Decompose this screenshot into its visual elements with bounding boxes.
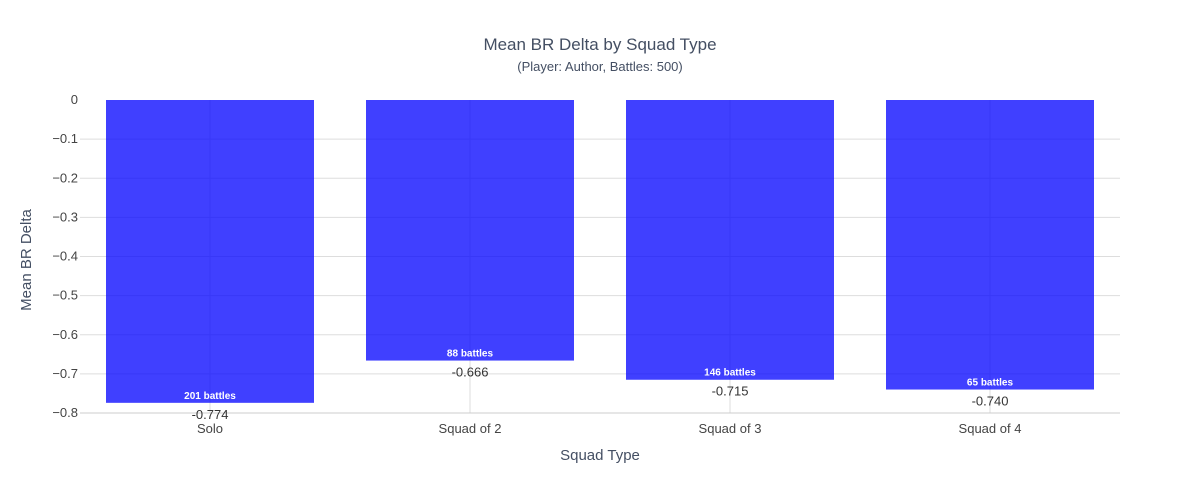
chart-subtitle: (Player: Author, Battles: 500) [517, 59, 682, 74]
y-tick-label: −0.5 [52, 288, 78, 303]
bar-count-label: 88 battles [447, 349, 494, 360]
x-axis-ticks: Solo Squad of 2 Squad of 3 Squad of 4 [197, 421, 1021, 436]
x-tick-label: Squad of 4 [959, 421, 1022, 436]
y-tick-label: 0 [71, 92, 78, 107]
x-tick-label: Squad of 3 [699, 421, 762, 436]
bar-value-label: -0.666 [452, 365, 489, 380]
bar-count-label: 65 battles [967, 378, 1014, 389]
y-axis-title: Mean BR Delta [18, 208, 35, 310]
bar-count-label: 146 battles [704, 368, 756, 379]
bar-value-label: -0.715 [712, 384, 749, 399]
bar [106, 100, 314, 403]
y-tick-label: −0.3 [52, 209, 78, 224]
y-tick-label: −0.1 [52, 131, 78, 146]
y-tick-label: −0.2 [52, 170, 78, 185]
bar [366, 100, 574, 361]
bar-count-label: 201 battles [184, 391, 236, 402]
y-tick-label: −0.7 [52, 366, 78, 381]
bars [106, 100, 1094, 403]
bar [626, 100, 834, 380]
y-tick-label: −0.4 [52, 249, 78, 264]
chart-title: Mean BR Delta by Squad Type [483, 35, 716, 54]
bar-labels: 201 battles -0.774 88 battles -0.666 146 bat… [184, 349, 1013, 422]
bar [886, 100, 1094, 390]
x-axis-title: Squad Type [560, 447, 640, 464]
bar-value-label: -0.740 [972, 394, 1009, 409]
bar-value-label: -0.774 [192, 407, 229, 422]
y-axis-ticks: 0 −0.1 −0.2 −0.3 −0.4 −0.5 −0.6 −0.7 −0.8 [52, 92, 78, 420]
y-tick-label: −0.8 [52, 405, 78, 420]
x-tick-label: Solo [197, 421, 223, 436]
x-tick-label: Squad of 2 [439, 421, 502, 436]
y-tick-label: −0.6 [52, 327, 78, 342]
